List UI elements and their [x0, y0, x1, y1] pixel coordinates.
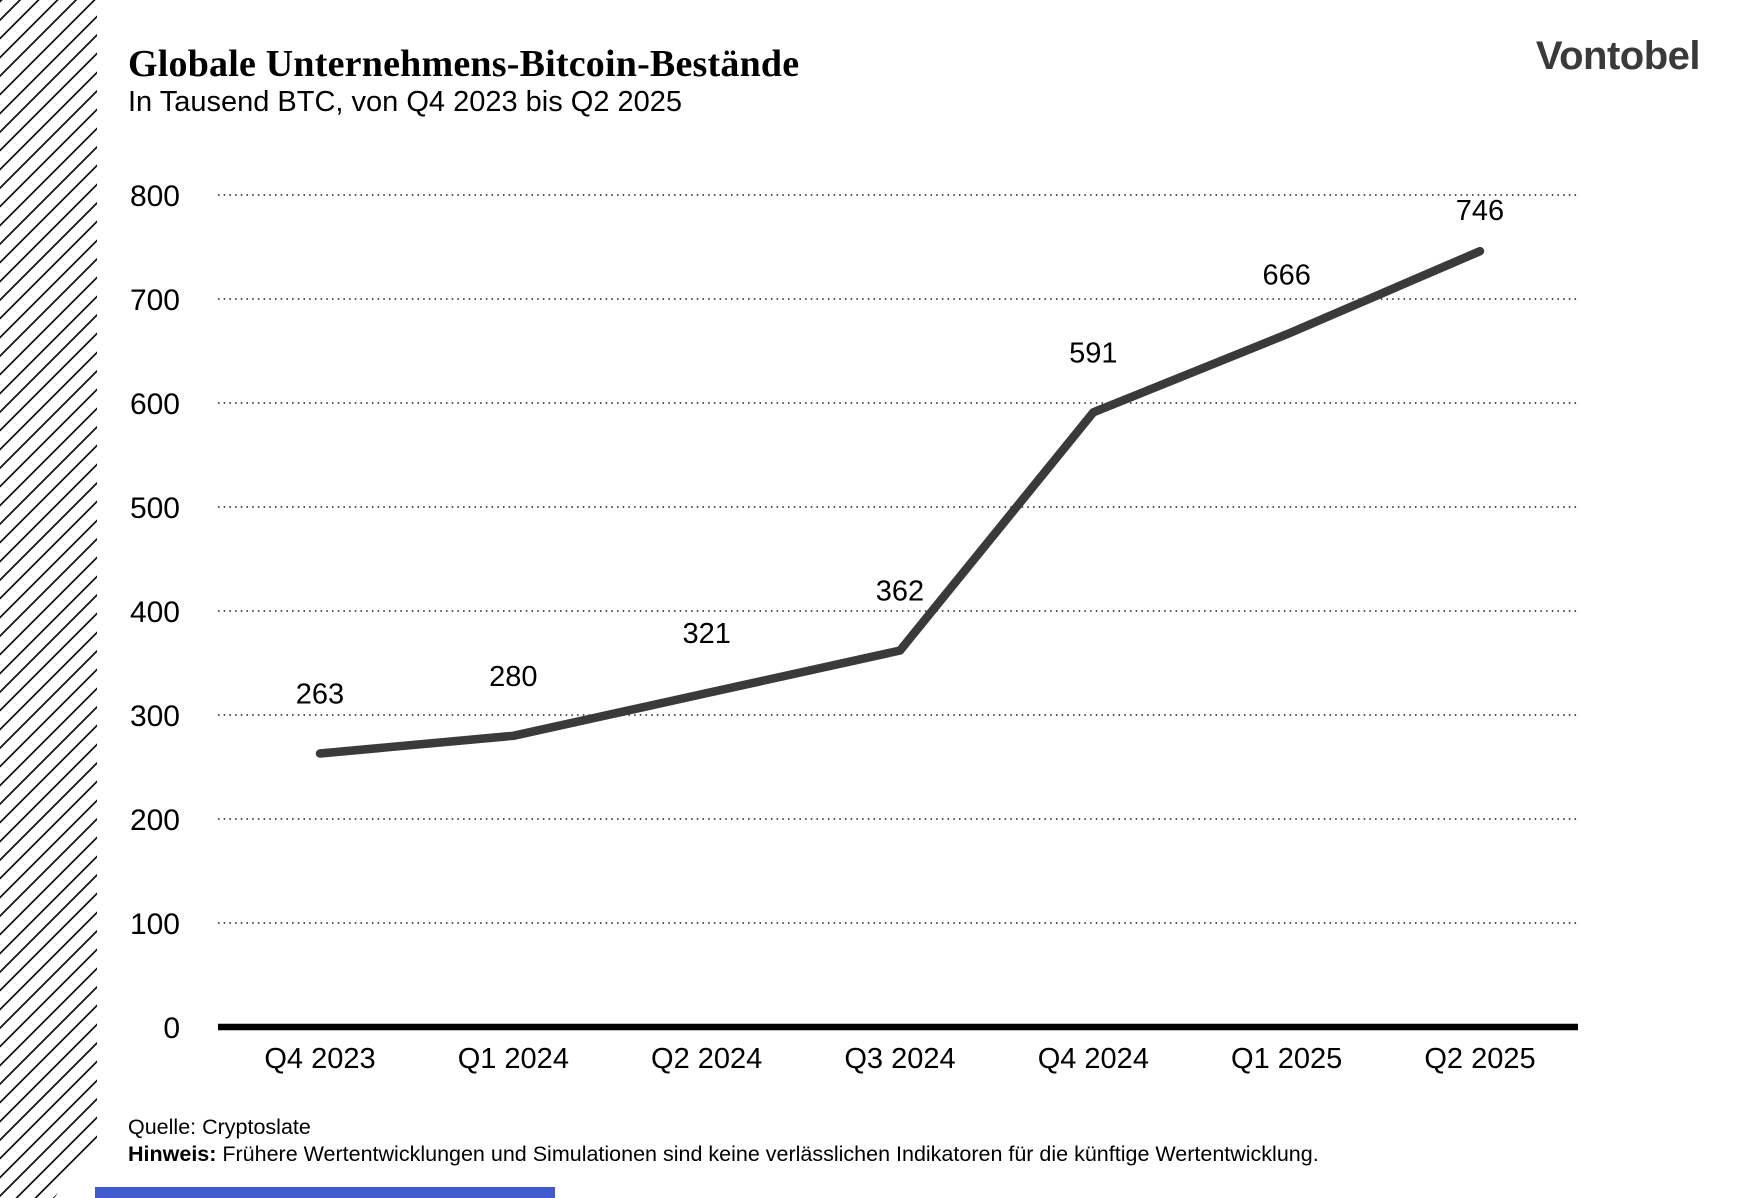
- x-axis-tick-q2-2024: Q2 2024: [651, 1043, 762, 1075]
- diagonal-hatch-decoration: [0, 0, 97, 1198]
- y-axis-tick-600: 600: [130, 388, 180, 421]
- data-series-line: [315, 246, 1485, 758]
- y-axis-tick-200: 200: [130, 804, 180, 837]
- x-axis-tick-q4-2023: Q4 2023: [264, 1043, 375, 1075]
- data-label-q4-2024: 591: [1069, 337, 1117, 369]
- y-axis-tick-300: 300: [130, 700, 180, 733]
- y-axis-tick-100: 100: [130, 908, 180, 941]
- chart-title: Globale Unternehmens-Bitcoin-Bestände: [128, 43, 800, 85]
- data-label-q2-2025: 746: [1456, 195, 1504, 227]
- y-axis-tick-500: 500: [130, 492, 180, 525]
- x-axis-tick-q1-2024: Q1 2024: [458, 1043, 569, 1075]
- x-axis-tick-q3-2024: Q3 2024: [844, 1043, 955, 1075]
- data-label-q1-2024: 280: [489, 661, 537, 693]
- data-label-q4-2023: 263: [296, 678, 344, 710]
- data-label-q1-2025: 666: [1262, 259, 1310, 291]
- accent-bar: [95, 1187, 555, 1198]
- y-axis-tick-700: 700: [130, 284, 180, 317]
- x-axis-tick-q1-2025: Q1 2025: [1231, 1043, 1342, 1075]
- x-axis-tick-q2-2025: Q2 2025: [1424, 1043, 1535, 1075]
- y-axis-tick-0: 0: [163, 1012, 180, 1045]
- disclaimer-text: Hinweis: Frühere Wertentwicklungen und S…: [128, 1141, 1319, 1168]
- y-axis-tick-400: 400: [130, 596, 180, 629]
- x-axis-tick-q4-2024: Q4 2024: [1038, 1043, 1149, 1075]
- y-axis-tick-800: 800: [130, 180, 180, 213]
- source-text: Quelle: Cryptoslate: [128, 1115, 311, 1139]
- vontobel-logo: Vontobel: [1535, 34, 1701, 78]
- footer: Quelle: Cryptoslate Hinweis: Frühere Wer…: [128, 1114, 1319, 1168]
- data-label-q3-2024: 362: [876, 576, 924, 608]
- disclaimer-label: Hinweis:: [128, 1142, 217, 1166]
- disclaimer-body: Frühere Wertentwicklungen und Simulation…: [222, 1142, 1319, 1166]
- data-label-q2-2024: 321: [682, 618, 730, 650]
- chart-subtitle: In Tausend BTC, von Q4 2023 bis Q2 2025: [128, 86, 683, 118]
